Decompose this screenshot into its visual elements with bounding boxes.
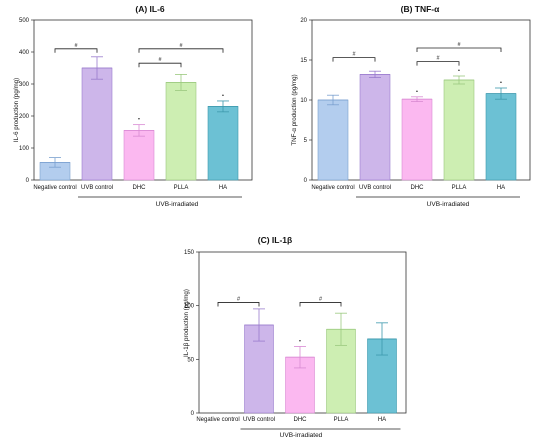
bar bbox=[443, 79, 475, 181]
y-tick-label: 5 bbox=[304, 138, 308, 144]
category-label: PLLA bbox=[334, 417, 349, 423]
significance-marker: • bbox=[299, 338, 301, 344]
y-tick-label: 10 bbox=[300, 98, 307, 104]
significance-label: # bbox=[436, 56, 440, 62]
panel-tnf: (B) TNF-α TNF-α production (pg/mg) UVB-i… bbox=[291, 4, 531, 208]
category-label: DHC bbox=[411, 185, 425, 191]
significance-label: # bbox=[158, 57, 162, 63]
significance-marker: • bbox=[416, 89, 418, 95]
bar bbox=[207, 106, 239, 181]
category-label: UVB control bbox=[359, 185, 391, 191]
significance-bracket bbox=[217, 302, 260, 307]
category-label: PLLA bbox=[452, 185, 467, 191]
significance-bracket bbox=[416, 47, 502, 52]
bar bbox=[317, 99, 349, 181]
significance-marker: • bbox=[222, 93, 224, 99]
significance-marker: • bbox=[500, 80, 502, 86]
panel-il6: (A) IL-6 IL-6 production (pg/mg) UVB-irr… bbox=[13, 4, 253, 208]
significance-bracket bbox=[332, 57, 376, 62]
panel-title: (A) IL-6 bbox=[135, 4, 165, 14]
y-tick-label: 200 bbox=[19, 114, 30, 120]
category-label: Negative control bbox=[311, 185, 354, 191]
significance-marker: • bbox=[138, 117, 140, 123]
y-axis-label: TNF-α production (pg/mg) bbox=[291, 74, 298, 145]
y-tick-label: 300 bbox=[19, 82, 30, 88]
y-tick-label: 0 bbox=[191, 411, 195, 417]
bar bbox=[123, 130, 155, 181]
y-tick-label: 500 bbox=[19, 18, 30, 24]
category-label: UVB control bbox=[243, 417, 275, 423]
group-label: UVB-irradiated bbox=[156, 201, 199, 208]
category-label: Negative control bbox=[33, 185, 76, 191]
significance-label: # bbox=[319, 296, 323, 302]
y-tick-label: 15 bbox=[300, 58, 307, 64]
group-label: UVB-irradiated bbox=[280, 432, 323, 439]
significance-label: # bbox=[237, 296, 241, 302]
y-tick-label: 50 bbox=[187, 357, 194, 363]
category-label: HA bbox=[497, 185, 505, 191]
category-label: PLLA bbox=[174, 185, 189, 191]
significance-marker: • bbox=[458, 68, 460, 74]
y-tick-label: 20 bbox=[300, 18, 307, 24]
significance-label: # bbox=[352, 52, 356, 58]
significance-label: # bbox=[74, 43, 78, 49]
significance-label: # bbox=[457, 42, 461, 48]
panel-il1b: (C) IL-1β IL-1β production (pg/mg) UVB-i… bbox=[183, 235, 407, 439]
bar bbox=[359, 74, 391, 181]
significance-bracket bbox=[416, 61, 460, 66]
bar bbox=[81, 67, 113, 181]
y-axis-label: IL-6 production (pg/mg) bbox=[13, 78, 20, 142]
y-tick-label: 150 bbox=[184, 250, 195, 256]
significance-bracket bbox=[54, 48, 98, 53]
significance-bracket bbox=[299, 302, 342, 307]
y-tick-label: 0 bbox=[26, 178, 30, 184]
significance-bracket bbox=[138, 48, 224, 53]
category-label: Negative control bbox=[196, 417, 239, 423]
category-label: DHC bbox=[294, 417, 308, 423]
panel-title: (B) TNF-α bbox=[401, 4, 441, 14]
bar bbox=[165, 82, 197, 181]
significance-bracket bbox=[138, 62, 182, 68]
category-label: HA bbox=[378, 417, 386, 423]
y-tick-label: 100 bbox=[19, 146, 30, 152]
y-tick-label: 0 bbox=[304, 178, 308, 184]
panel-title: (C) IL-1β bbox=[258, 235, 292, 245]
category-label: DHC bbox=[133, 185, 147, 191]
y-tick-label: 100 bbox=[184, 304, 195, 310]
significance-label: # bbox=[179, 43, 183, 49]
category-label: HA bbox=[219, 185, 227, 191]
y-axis-label: IL-1β production (pg/mg) bbox=[183, 289, 190, 357]
bar bbox=[401, 98, 433, 181]
group-label: UVB-irradiated bbox=[427, 201, 470, 208]
y-tick-label: 400 bbox=[19, 50, 30, 56]
category-label: UVB control bbox=[81, 185, 113, 191]
bar bbox=[485, 93, 517, 181]
